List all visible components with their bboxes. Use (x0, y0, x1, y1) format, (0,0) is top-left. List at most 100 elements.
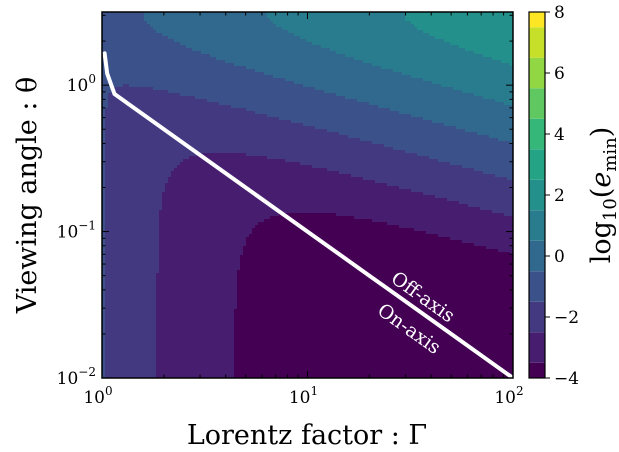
contour-cell (189, 177, 193, 181)
contour-cell (204, 330, 208, 334)
contour-cell (204, 117, 208, 121)
contour-cell (186, 333, 190, 337)
contour-cell (120, 195, 124, 199)
contour-cell (204, 231, 208, 235)
contour-cell (216, 21, 220, 25)
contour-cell (216, 339, 220, 343)
contour-cell (138, 264, 142, 268)
contour-cell (198, 261, 202, 265)
contour-cell (210, 204, 214, 208)
contour-cell (201, 300, 205, 304)
contour-cell (186, 66, 190, 70)
contour-cell (135, 168, 139, 172)
contour-cell (150, 126, 154, 130)
contour-cell (162, 96, 166, 100)
contour-cell (213, 51, 217, 55)
contour-cell (108, 138, 112, 142)
contour-cell (204, 129, 208, 133)
contour-cell (126, 30, 130, 34)
contour-cell (111, 60, 115, 64)
contour-cell (207, 213, 211, 217)
contour-cell (213, 54, 217, 58)
contour-cell (204, 201, 208, 205)
contour-cell (165, 354, 169, 358)
contour-cell (183, 225, 187, 229)
contour-cell (156, 147, 160, 151)
contour-cell (219, 210, 223, 214)
contour-cell (129, 15, 133, 19)
contour-cell (135, 123, 139, 127)
contour-cell (120, 168, 124, 172)
contour-cell (132, 189, 136, 193)
contour-cell (165, 234, 169, 238)
contour-cell (171, 354, 175, 358)
contour-cell (168, 48, 172, 52)
contour-cell (102, 300, 106, 304)
contour-cell (177, 264, 181, 268)
contour-cell (204, 297, 208, 301)
contour-cell (219, 276, 223, 280)
contour-cell (108, 222, 112, 226)
contour-cell (201, 312, 205, 316)
contour-cell (117, 129, 121, 133)
contour-cell (111, 135, 115, 139)
contour-cell (213, 243, 217, 247)
contour-cell (201, 375, 205, 378)
contour-cell (216, 228, 220, 232)
contour-cell (180, 78, 184, 82)
contour-cell (201, 165, 205, 169)
contour-cell (189, 282, 193, 286)
contour-cell (186, 240, 190, 244)
contour-cell (213, 138, 217, 142)
contour-cell (141, 18, 145, 22)
contour-cell (207, 189, 211, 193)
contour-cell (129, 345, 133, 349)
contour-cell (126, 99, 130, 103)
contour-cell (204, 93, 208, 97)
contour-cell (102, 348, 106, 352)
contour-cell (216, 318, 220, 322)
contour-cell (117, 366, 121, 370)
contour-cell (153, 204, 157, 208)
contour-cell (213, 15, 217, 19)
contour-cell (195, 78, 199, 82)
contour-cell (177, 33, 181, 37)
contour-cell (192, 225, 196, 229)
contour-cell (192, 36, 196, 40)
contour-cell (120, 54, 124, 58)
contour-cell (213, 348, 217, 352)
contour-cell (111, 279, 115, 283)
contour-cell (222, 258, 226, 262)
contour-cell (219, 282, 223, 286)
contour-cell (153, 240, 157, 244)
contour-cell (159, 276, 163, 280)
contour-cell (198, 60, 202, 64)
contour-cell (165, 21, 169, 25)
contour-cell (153, 24, 157, 28)
contour-cell (108, 96, 112, 100)
contour-cell (123, 333, 127, 337)
contour-cell (156, 363, 160, 367)
contour-cell (177, 51, 181, 55)
contour-cell (219, 291, 223, 295)
contour-cell (216, 156, 220, 160)
contour-cell (159, 72, 163, 76)
contour-cell (189, 12, 193, 16)
contour-cell (174, 141, 178, 145)
contour-cell (105, 360, 109, 364)
contour-cell (132, 162, 136, 166)
contour-cell (105, 171, 109, 175)
contour-cell (204, 27, 208, 31)
contour-cell (108, 303, 112, 307)
contour-cell (222, 213, 226, 217)
contour-cell (180, 249, 184, 253)
contour-cell (153, 60, 157, 64)
contour-cell (150, 321, 154, 325)
contour-cell (192, 279, 196, 283)
contour-cell (153, 234, 157, 238)
contour-cell (198, 54, 202, 58)
contour-cell (168, 327, 172, 331)
contour-cell (222, 129, 226, 133)
contour-cell (192, 75, 196, 79)
contour-cell (150, 309, 154, 313)
